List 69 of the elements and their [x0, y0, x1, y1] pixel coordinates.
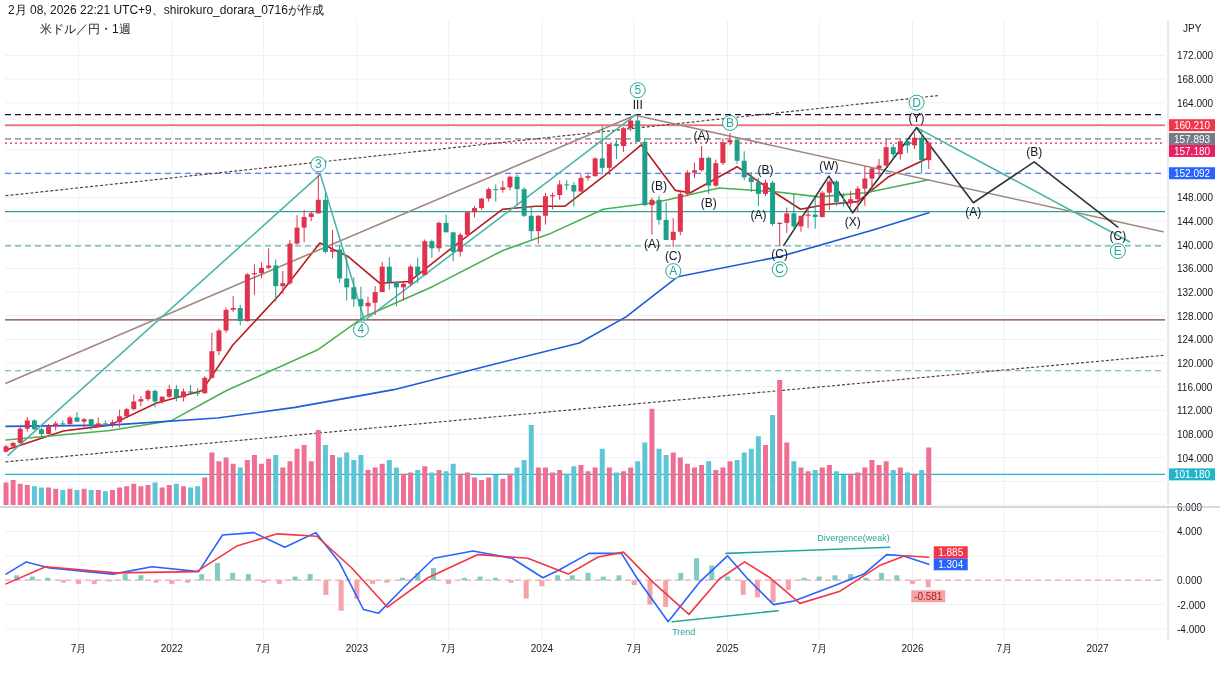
y-tick-label: 172.000 — [1177, 50, 1214, 62]
y-tick-label: 164.000 — [1177, 97, 1214, 109]
x-tick-label: 2024 — [530, 643, 554, 654]
x-tick-label: 7月 — [70, 643, 87, 654]
y-tick-label: 132.000 — [1177, 287, 1214, 299]
y-tick-label: -2.000 — [1177, 599, 1206, 611]
chart-title: 米ドル／円・1週 — [40, 22, 131, 36]
annotation: (B) — [1026, 144, 1043, 159]
annotation: E — [1113, 244, 1122, 259]
x-tick-label: 2025 — [716, 643, 740, 654]
ref-line-label: 157.180 — [1173, 145, 1211, 157]
value-label: 1.885 — [933, 546, 968, 559]
annotation: A — [669, 264, 678, 279]
x-tick-label: 7月 — [626, 643, 642, 654]
data-label: 1.885 — [938, 547, 964, 559]
y-tick-label: -4.000 — [1177, 624, 1206, 636]
x-tick-label: 2026 — [901, 643, 925, 654]
y-tick-label: 116.000 — [1177, 381, 1213, 393]
annotation: (W) — [819, 159, 839, 174]
annotation: Divergence(weak) — [817, 533, 890, 544]
x-tick-label: 7月 — [255, 643, 272, 654]
annotation: Trend — [672, 626, 696, 637]
x-tick-label: 2027 — [1086, 643, 1110, 654]
annotation: (X) — [844, 214, 861, 229]
annotation: (C) — [664, 249, 682, 264]
y-tick-label: 140.000 — [1177, 239, 1214, 251]
y-tick-label: 148.000 — [1177, 192, 1214, 204]
x-tick-label: 7月 — [811, 643, 828, 654]
x-tick-label: 2023 — [345, 643, 369, 654]
y-tick-label: 136.000 — [1177, 263, 1214, 275]
annotation: (A) — [643, 236, 660, 251]
y-tick-label: 6.000 — [1177, 502, 1203, 513]
y-tick-label: 104.000 — [1177, 452, 1214, 464]
annotation: 3 — [314, 157, 322, 172]
ref-line-label: 157.893 — [1173, 133, 1211, 145]
data-label: 1.304 — [938, 559, 964, 571]
annotation: 5 — [634, 83, 642, 98]
annotation: (B) — [700, 195, 717, 210]
value-label: -0.581 — [911, 590, 946, 603]
ref-line-label: 101.180 — [1173, 469, 1211, 481]
text: 2月 08, 2026 22:21 UTC+9、shirokuro_dorara_0716が作成 — [8, 3, 324, 17]
y-tick-label: 112.000 — [1177, 405, 1213, 417]
x-tick-label: 7月 — [440, 643, 457, 654]
annotation: (A) — [750, 208, 767, 223]
axis-label: 101.180 — [1169, 468, 1215, 481]
y-tick-label: 168.000 — [1177, 74, 1214, 86]
x-tick-label: 2022 — [160, 643, 184, 654]
y-tick-label: 0.000 — [1177, 575, 1203, 587]
annotation: B — [725, 115, 735, 130]
annotation: (A) — [693, 128, 710, 143]
annotation: 4 — [357, 322, 365, 337]
y-tick-label: 128.000 — [1177, 310, 1214, 322]
y-tick-label: 4.000 — [1177, 526, 1203, 538]
annotation: (B) — [757, 162, 774, 177]
y-tick-label: 120.000 — [1177, 358, 1214, 370]
ref-line-label: 160.210 — [1173, 120, 1211, 132]
annotation: D — [912, 95, 922, 110]
y-tick-label: 144.000 — [1177, 216, 1214, 228]
y-tick-label: 108.000 — [1177, 429, 1214, 441]
axis-label: 152.092 — [1169, 167, 1215, 180]
value-label: 1.304 — [933, 558, 968, 571]
x-tick-label: 7月 — [996, 643, 1013, 654]
annotation: III — [632, 98, 643, 113]
ref-line-label: 152.092 — [1173, 168, 1211, 180]
y-tick-label: 124.000 — [1177, 334, 1214, 346]
axis-label: 160.210 — [1169, 119, 1215, 132]
y-axis-title: JPY — [1183, 23, 1202, 34]
annotation: (B) — [651, 178, 668, 193]
annotation: C — [775, 262, 785, 277]
